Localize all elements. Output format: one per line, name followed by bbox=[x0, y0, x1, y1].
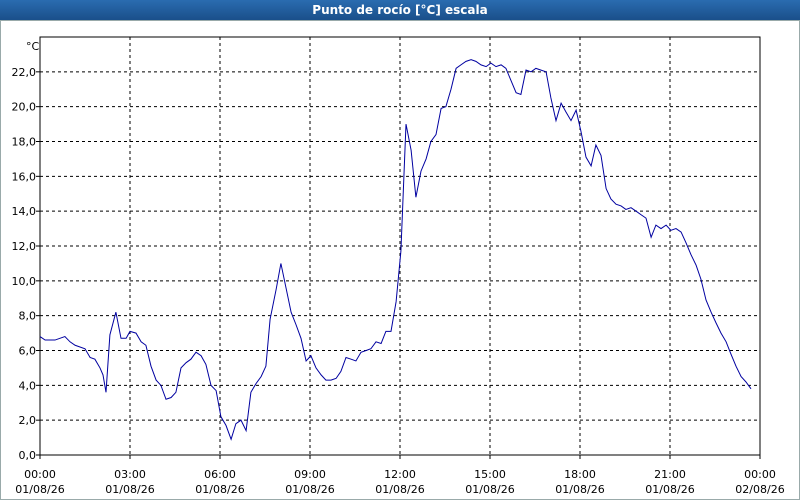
y-unit: °C bbox=[26, 40, 40, 53]
x-tick-label: 21:00 bbox=[654, 468, 686, 481]
y-tick-label: 2,0 bbox=[19, 414, 37, 427]
y-tick-label: 0,0 bbox=[19, 449, 37, 462]
y-tick-label: 4,0 bbox=[19, 379, 37, 392]
y-tick-label: 12,0 bbox=[12, 240, 37, 253]
x-tick-label: 01/08/26 bbox=[465, 483, 514, 496]
y-tick-label: 18,0 bbox=[12, 136, 37, 149]
x-tick-label: 15:00 bbox=[474, 468, 506, 481]
x-tick-label: 00:00 bbox=[744, 468, 776, 481]
x-tick-label: 03:00 bbox=[114, 468, 146, 481]
plot-frame bbox=[39, 36, 761, 456]
y-tick-label: 22,0 bbox=[12, 66, 37, 79]
x-tick-label: 01/08/26 bbox=[375, 483, 424, 496]
x-tick-label: 18:00 bbox=[564, 468, 596, 481]
x-tick-label: 09:00 bbox=[294, 468, 326, 481]
chart-title: Punto de rocío [°C] escala bbox=[312, 3, 487, 17]
y-tick-label: 16,0 bbox=[12, 170, 37, 183]
y-tick-label: 10,0 bbox=[12, 275, 37, 288]
x-tick-label: 01/08/26 bbox=[285, 483, 334, 496]
x-tick-label: 01/08/26 bbox=[195, 483, 244, 496]
y-tick-label: 14,0 bbox=[12, 205, 37, 218]
x-tick-label: 01/08/26 bbox=[555, 483, 604, 496]
x-tick-label: 01/08/26 bbox=[645, 483, 694, 496]
data-line bbox=[39, 59, 752, 441]
x-tick-label: 01/08/26 bbox=[15, 483, 64, 496]
y-tick-label: 6,0 bbox=[19, 345, 37, 358]
y-tick-label: 20,0 bbox=[12, 101, 37, 114]
y-tick-label: 8,0 bbox=[19, 310, 37, 323]
x-tick-label: 06:00 bbox=[204, 468, 236, 481]
title-bar bbox=[0, 0, 800, 20]
x-tick-label: 02/08/26 bbox=[735, 483, 784, 496]
x-tick-label: 01/08/26 bbox=[105, 483, 154, 496]
x-tick-label: 00:00 bbox=[24, 468, 56, 481]
x-tick-label: 12:00 bbox=[384, 468, 416, 481]
